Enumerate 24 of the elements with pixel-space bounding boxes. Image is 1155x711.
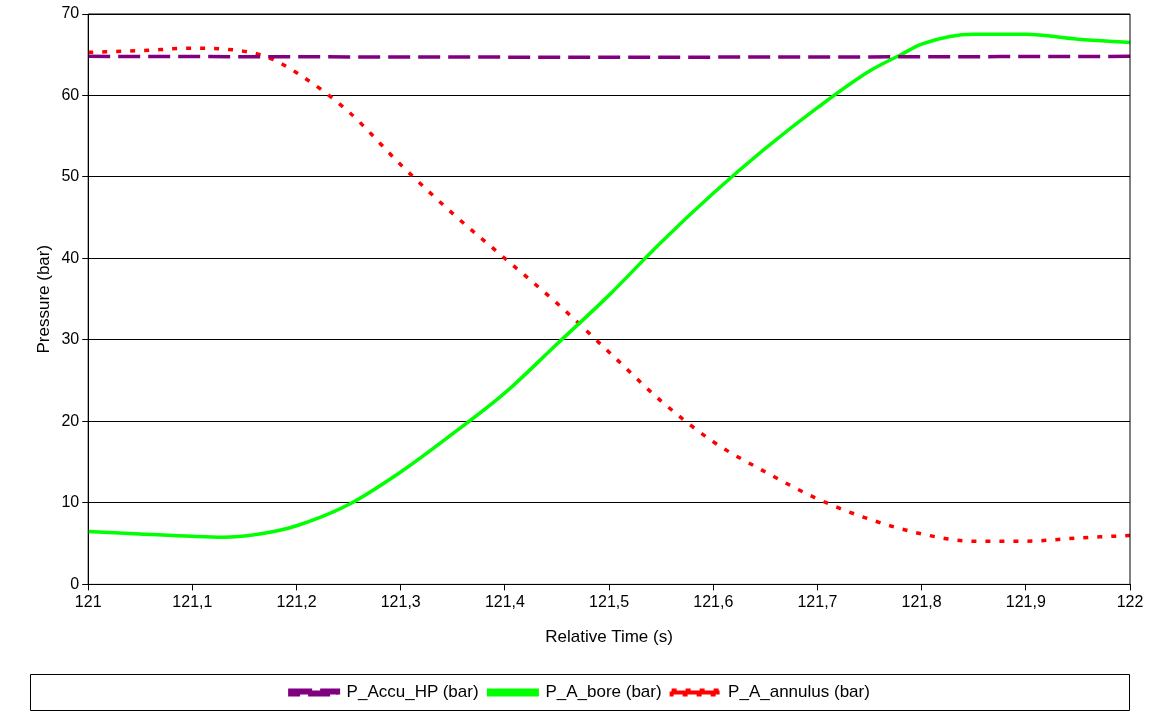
y-axis-title: Pressure (bar) <box>33 244 53 354</box>
y-tick-label: 10 <box>61 493 80 511</box>
y-tick-label: 0 <box>70 574 80 592</box>
y-tick-label: 50 <box>61 167 80 185</box>
legend-label: P_A_bore (bar) <box>545 682 662 702</box>
x-tick-label: 121,8 <box>901 593 942 611</box>
x-tick-label: 121,4 <box>484 593 526 611</box>
x-axis-title: Relative Time (s) <box>545 627 673 647</box>
x-tick-label: 121,1 <box>172 593 213 611</box>
legend-label: P_A_annulus (bar) <box>728 682 870 702</box>
x-tick-label: 122 <box>1116 593 1144 611</box>
x-tick-label: 121,3 <box>380 593 421 611</box>
x-tick-label: 121,5 <box>589 593 630 611</box>
y-tick-label: 70 <box>61 4 80 22</box>
y-tick-label: 20 <box>61 411 80 429</box>
legend-label: P_Accu_HP (bar) <box>346 682 479 702</box>
x-tick-label: 121,7 <box>797 593 838 611</box>
x-tick-label: 121 <box>74 593 102 611</box>
y-tick-label: 40 <box>61 248 80 266</box>
x-tick-label: 121,2 <box>276 593 317 611</box>
x-tick-label: 121,6 <box>693 593 734 611</box>
x-tick-label: 121,9 <box>1005 593 1046 611</box>
y-tick-label: 30 <box>61 330 80 348</box>
y-tick-label: 60 <box>61 85 80 103</box>
